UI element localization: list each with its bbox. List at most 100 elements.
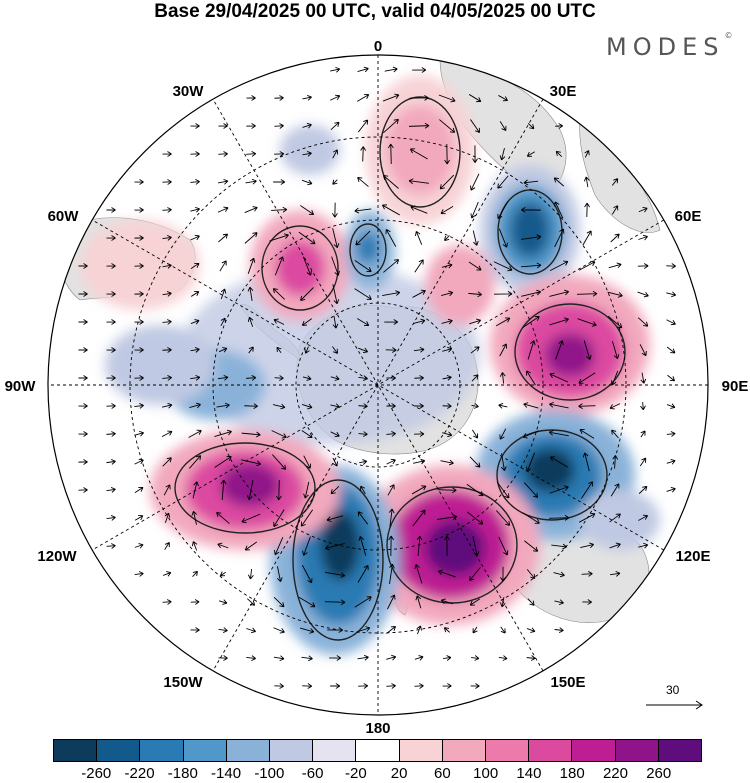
wind-arrow (162, 207, 172, 213)
wind-arrow (526, 627, 536, 633)
wind-arrow (497, 201, 509, 220)
wind-arrow (521, 207, 541, 213)
wind-arrow (527, 123, 535, 130)
wind-arrow (440, 598, 453, 605)
wind-arrow (500, 626, 506, 634)
wind-arrow (554, 599, 564, 606)
wind-arrow (438, 569, 456, 578)
wind-arrow (386, 683, 396, 689)
colorbar-segment (442, 740, 487, 761)
wind-arrow (218, 347, 228, 353)
wind-arrow (385, 347, 397, 353)
wind-arrow (134, 207, 144, 213)
wind-arrow (470, 683, 480, 689)
wind-arrow (579, 429, 595, 439)
wind-arrow (440, 459, 454, 466)
wind-arrow (666, 403, 676, 409)
wind-arrow (190, 123, 200, 129)
wind-arrow (497, 175, 509, 189)
wind-arrow (414, 403, 424, 409)
reference-vector: 30 (646, 683, 706, 713)
wind-arrow (638, 485, 648, 494)
wind-arrow (582, 452, 590, 472)
colorbar-segment (658, 740, 702, 761)
wind-arrow (522, 430, 540, 439)
wind-arrow (274, 256, 284, 276)
wind-arrow (275, 479, 282, 501)
wind-arrow (496, 510, 511, 526)
wind-arrow (472, 429, 479, 439)
wind-arrow (330, 66, 341, 73)
wind-arrow (332, 346, 339, 354)
wind-arrow (273, 655, 285, 662)
wind-arrow (78, 319, 88, 325)
wind-arrow (274, 123, 284, 129)
wind-arrow (576, 290, 598, 297)
wind-arrow (190, 291, 200, 297)
wind-arrow (443, 655, 452, 661)
wind-arrow (554, 228, 565, 248)
wind-arrow (274, 95, 284, 101)
wind-arrow (416, 535, 423, 556)
wind-arrow (640, 430, 646, 438)
wind-arrow (217, 542, 229, 549)
wind-arrow (134, 403, 144, 409)
wind-arrow (332, 149, 339, 159)
colorbar-segment (486, 740, 530, 761)
colorbar-tick-label: -60 (301, 765, 324, 782)
wind-arrow (382, 175, 399, 189)
wind-arrow (411, 485, 427, 495)
logo-mark: © (724, 31, 733, 40)
wind-arrow (247, 568, 254, 580)
wind-arrow (637, 263, 649, 269)
wind-arrow (666, 346, 676, 354)
wind-arrow (219, 260, 227, 272)
wind-arrow (414, 683, 424, 689)
wind-arrow (301, 318, 312, 326)
wind-arrow (608, 262, 622, 269)
wind-arrow (359, 459, 368, 465)
wind-arrow (247, 286, 254, 301)
map-border (47, 54, 709, 716)
colorbar-segment (270, 740, 314, 761)
wind-arrow (580, 542, 595, 549)
wind-arrow (331, 256, 340, 276)
wind-arrow (78, 347, 88, 353)
colorbar-tick-label: -140 (211, 765, 242, 782)
wind-arrow (666, 291, 677, 298)
wind-arrow (498, 228, 508, 248)
wind-arrow (247, 316, 254, 327)
modes-logo: MODES© (606, 31, 733, 61)
wind-arrow (302, 536, 311, 556)
wind-arrow (300, 509, 314, 527)
lon-label-60w: 60W (48, 208, 80, 225)
wind-arrow (548, 430, 569, 437)
wind-arrow (523, 402, 539, 409)
wind-arrow (246, 95, 256, 101)
wind-arrow (409, 148, 428, 160)
wind-arrow (639, 344, 647, 357)
wind-arrow (358, 683, 369, 689)
wind-arrow (640, 402, 646, 411)
lon-label-120w: 120W (37, 548, 77, 565)
wind-arrow (499, 343, 508, 357)
wind-arrow (78, 459, 88, 465)
wind-arrow (216, 511, 230, 524)
meridian-line (212, 98, 544, 672)
wind-arrow (218, 599, 228, 605)
wind-arrow (470, 346, 480, 354)
wind-arrow (441, 318, 453, 325)
wind-arrow (637, 291, 649, 298)
wind-arrow (274, 151, 285, 157)
wind-arrow (357, 119, 369, 133)
wind-arrow (161, 430, 173, 438)
meridians (48, 55, 708, 715)
colorbar-ticks: -260 -220 -180 -140 -100 -60 -20 20 60 100 140 180 2… (0, 765, 750, 783)
wind-arrow (443, 627, 450, 633)
wind-arrow (357, 511, 369, 525)
wind-arrow (382, 93, 400, 102)
wind-arrow (332, 315, 339, 329)
wind-arrow (498, 403, 508, 409)
lon-label-150w: 150W (163, 674, 203, 691)
wind-arrow (106, 375, 116, 381)
